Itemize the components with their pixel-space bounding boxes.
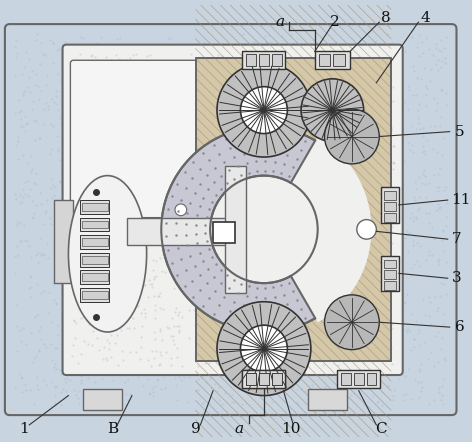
Bar — [80, 235, 110, 249]
Bar — [80, 271, 110, 284]
Bar — [82, 291, 108, 299]
Bar — [354, 373, 363, 385]
Text: 1: 1 — [19, 422, 29, 436]
Bar — [259, 54, 269, 66]
Bar — [195, 58, 391, 362]
Bar — [384, 202, 396, 211]
Bar — [384, 191, 396, 200]
Bar — [80, 217, 110, 231]
Text: 8: 8 — [381, 11, 391, 25]
Bar — [381, 256, 399, 291]
Bar — [381, 187, 399, 222]
Bar — [82, 203, 108, 211]
Circle shape — [301, 79, 363, 141]
Bar — [82, 256, 108, 263]
Text: 10: 10 — [281, 422, 301, 436]
Text: a: a — [275, 15, 284, 29]
Text: 4: 4 — [421, 11, 430, 25]
Bar — [272, 373, 281, 385]
Bar — [243, 370, 286, 388]
Wedge shape — [264, 136, 371, 323]
Bar — [315, 51, 350, 69]
Bar — [82, 221, 108, 229]
Text: a: a — [235, 422, 244, 436]
Circle shape — [217, 63, 311, 157]
Bar — [259, 373, 269, 385]
Text: 7: 7 — [452, 232, 461, 246]
Text: 9: 9 — [191, 422, 201, 436]
Circle shape — [325, 295, 379, 350]
Bar — [213, 221, 235, 243]
Text: 5: 5 — [455, 125, 464, 139]
Bar — [246, 373, 256, 385]
Bar — [83, 389, 122, 410]
Bar — [384, 271, 396, 279]
FancyBboxPatch shape — [5, 24, 456, 415]
Bar — [82, 273, 108, 281]
Bar — [243, 51, 286, 69]
Circle shape — [161, 127, 367, 332]
Circle shape — [240, 325, 287, 372]
Bar — [54, 200, 73, 283]
Bar — [195, 58, 391, 362]
FancyBboxPatch shape — [63, 45, 403, 375]
Text: C: C — [375, 422, 387, 436]
Text: 2: 2 — [330, 15, 340, 29]
Bar — [384, 281, 396, 290]
Bar — [341, 373, 351, 385]
Bar — [272, 54, 281, 66]
Bar — [333, 54, 345, 66]
Bar — [243, 370, 286, 388]
Ellipse shape — [68, 175, 147, 332]
Circle shape — [240, 87, 287, 133]
Bar — [319, 54, 330, 66]
Text: B: B — [107, 422, 118, 436]
Bar — [80, 200, 110, 214]
Bar — [308, 389, 347, 410]
Bar — [225, 166, 246, 293]
Bar — [272, 373, 281, 385]
Bar — [80, 288, 110, 302]
FancyBboxPatch shape — [70, 60, 198, 217]
Bar — [246, 54, 256, 66]
Bar — [82, 238, 108, 246]
Text: 11: 11 — [452, 193, 471, 207]
Circle shape — [175, 204, 187, 216]
Bar — [384, 213, 396, 221]
Circle shape — [325, 109, 379, 164]
Text: 6: 6 — [455, 320, 464, 334]
Bar — [127, 217, 244, 245]
Bar — [384, 260, 396, 268]
Bar — [259, 373, 269, 385]
Circle shape — [217, 302, 311, 396]
Circle shape — [210, 175, 318, 283]
Bar — [337, 370, 380, 388]
Bar — [246, 373, 256, 385]
Bar — [367, 373, 376, 385]
Bar — [80, 253, 110, 267]
Circle shape — [357, 220, 376, 239]
Text: 3: 3 — [452, 271, 461, 285]
